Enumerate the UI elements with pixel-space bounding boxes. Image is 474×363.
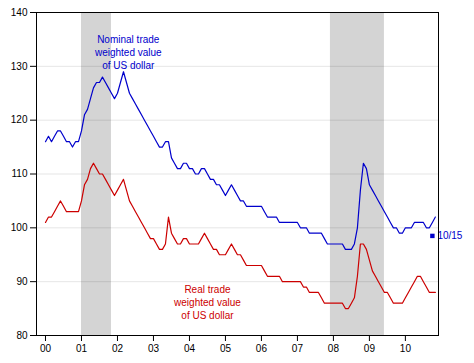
svg-text:04: 04	[184, 343, 196, 354]
svg-text:06: 06	[256, 343, 268, 354]
svg-text:110: 110	[12, 168, 28, 179]
svg-text:Real tradeweighted valueof US: Real tradeweighted valueof US dollar	[173, 284, 241, 321]
svg-text:100: 100	[11, 222, 28, 233]
svg-text:00: 00	[40, 343, 52, 354]
svg-text:02: 02	[112, 343, 124, 354]
svg-text:07: 07	[292, 343, 304, 354]
svg-text:10/15: 10/15	[437, 230, 462, 241]
svg-text:140: 140	[11, 7, 28, 18]
svg-text:80: 80	[16, 330, 28, 341]
svg-text:09: 09	[364, 343, 376, 354]
svg-text:130: 130	[11, 61, 28, 72]
svg-text:03: 03	[148, 343, 160, 354]
svg-text:08: 08	[328, 343, 340, 354]
svg-text:10: 10	[400, 343, 412, 354]
svg-text:90: 90	[16, 276, 28, 287]
svg-text:05: 05	[220, 343, 232, 354]
svg-text:120: 120	[11, 114, 28, 125]
svg-text:Nominal tradeweighted valueof: Nominal tradeweighted valueof US dollar	[94, 34, 162, 71]
svg-text:01: 01	[76, 343, 88, 354]
